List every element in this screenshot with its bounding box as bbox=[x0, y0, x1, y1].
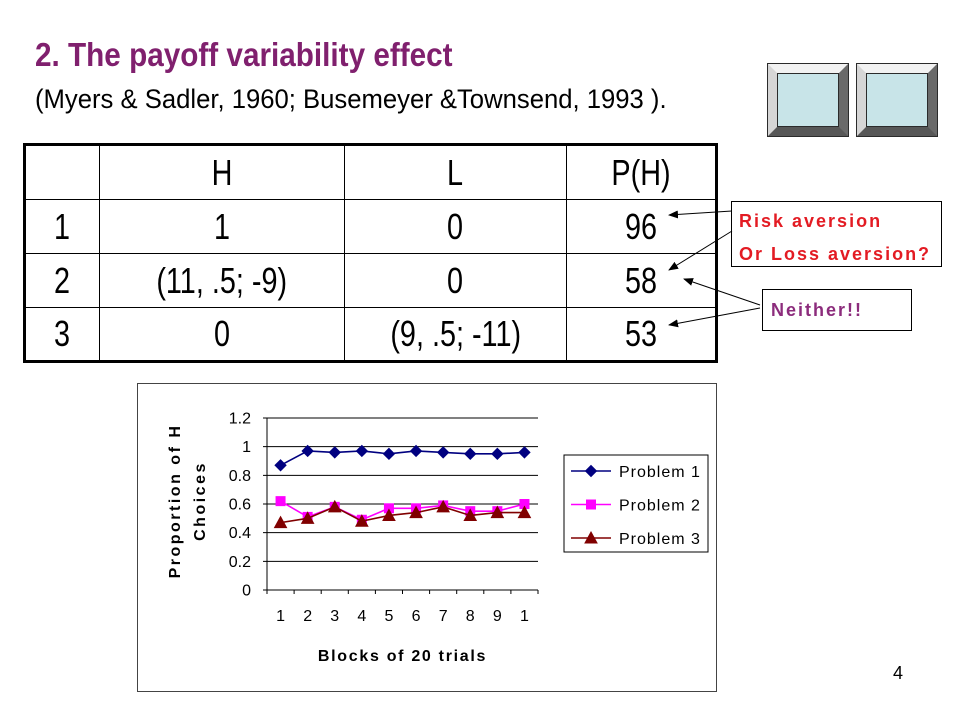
legend-marker bbox=[584, 464, 598, 478]
risk-aversion-callout: Risk aversion Or Loss aversion? bbox=[731, 201, 942, 267]
data-point-problem-3 bbox=[463, 508, 478, 521]
cell-text: 53 bbox=[624, 313, 658, 354]
y-tick-label: 0.4 bbox=[229, 525, 251, 542]
data-point-problem-3 bbox=[490, 505, 505, 519]
data-point-problem-1 bbox=[491, 447, 504, 461]
cell-text: 96 bbox=[624, 205, 658, 247]
table-cell: (9, .5; -11) bbox=[344, 307, 567, 362]
series-line-problem-1 bbox=[280, 450, 525, 467]
data-point-problem-3 bbox=[327, 499, 342, 513]
x-tick-label: 8 bbox=[466, 608, 475, 625]
y-tick-label: 0.6 bbox=[229, 497, 251, 514]
cell-text: 2 bbox=[54, 259, 71, 301]
table-header-row: H L P(H) bbox=[24, 144, 717, 200]
data-point-problem-3 bbox=[355, 514, 369, 527]
action-button-face bbox=[777, 73, 839, 127]
cell-text: 3 bbox=[54, 313, 71, 354]
table-row: 3 0 (9, .5; -11) 53 bbox=[24, 307, 717, 362]
y-axis-title: Proportion of H Choices bbox=[167, 423, 209, 579]
legend-marker bbox=[584, 530, 598, 544]
y-tick-label: 0.2 bbox=[229, 554, 251, 571]
line-chart: 0 0.2 0.4 0.6 0.8 1 1.2 1 2 3 4 5 6 7 8 9 1 Blocks of 20 … bbox=[137, 383, 717, 692]
legend-label: Problem 1 bbox=[619, 464, 701, 481]
slide-subtitle: (Myers & Sadler, 1960; Busemeyer &Townse… bbox=[35, 84, 667, 114]
y-tick-label: 0 bbox=[242, 583, 251, 600]
x-tick-label: 2 bbox=[303, 608, 312, 625]
table-header-cell: L bbox=[344, 144, 567, 200]
y-tick-label: 1 bbox=[242, 439, 251, 456]
x-tick-label: 3 bbox=[330, 608, 339, 625]
x-tick-label: 6 bbox=[412, 608, 421, 625]
data-point-problem-1 bbox=[464, 447, 477, 461]
x-tick-label: 9 bbox=[493, 608, 502, 625]
data-point-problem-3 bbox=[436, 499, 450, 513]
data-point-problem-1 bbox=[274, 459, 287, 472]
table-cell: 0 bbox=[344, 199, 567, 254]
action-button-face bbox=[866, 73, 928, 127]
legend-marker bbox=[586, 499, 596, 510]
slide-title: 2. The payoff variability effect bbox=[35, 36, 453, 73]
table-cell: 1 bbox=[99, 199, 345, 254]
table-cell: (11, .5; -9) bbox=[99, 253, 345, 308]
callout-line: Risk aversion bbox=[739, 211, 883, 231]
data-point-problem-1 bbox=[328, 446, 341, 459]
cell-text: 0 bbox=[447, 259, 464, 301]
table-cell: 0 bbox=[99, 307, 345, 362]
table-cell: 3 bbox=[24, 307, 100, 362]
data-point-problem-3 bbox=[409, 505, 423, 519]
table-header-cell: H bbox=[99, 144, 345, 200]
y-tick-label: 1.2 bbox=[229, 411, 251, 428]
table-row: 2 (11, .5; -9) 0 58 bbox=[24, 253, 717, 308]
table-cell: 53 bbox=[566, 307, 717, 362]
x-tick-label: 7 bbox=[439, 608, 448, 625]
cell-text: 58 bbox=[624, 259, 658, 301]
data-point-problem-1 bbox=[301, 444, 314, 458]
x-tick-label: 1 bbox=[520, 608, 529, 625]
series-line-problem-3 bbox=[280, 505, 525, 524]
data-point-problem-1 bbox=[409, 444, 423, 458]
callout-line: Or Loss aversion? bbox=[739, 244, 932, 264]
header-ph: P(H) bbox=[611, 151, 671, 193]
x-tick-label: 1 bbox=[276, 608, 285, 625]
cell-text: 0 bbox=[447, 205, 464, 247]
data-point-problem-3 bbox=[382, 508, 396, 521]
cell-text: (9, .5; -11) bbox=[390, 313, 521, 354]
table-row: 1 1 0 96 bbox=[24, 199, 717, 254]
table-corner-cell bbox=[24, 144, 100, 200]
data-point-problem-1 bbox=[518, 446, 531, 459]
action-button-left[interactable] bbox=[768, 64, 848, 136]
table-cell: 0 bbox=[344, 253, 567, 308]
cell-text: 1 bbox=[54, 205, 71, 247]
action-button-right[interactable] bbox=[857, 64, 937, 136]
data-point-problem-2 bbox=[275, 496, 286, 507]
x-tick-label: 5 bbox=[384, 608, 393, 625]
cell-text: (11, .5; -9) bbox=[156, 259, 288, 301]
x-tick-label: 4 bbox=[357, 608, 366, 625]
neither-callout: Neither!! bbox=[762, 289, 912, 331]
data-point-problem-3 bbox=[300, 511, 315, 524]
legend-label: Problem 2 bbox=[619, 498, 701, 515]
data-point-problem-1 bbox=[382, 447, 396, 461]
table-cell: 2 bbox=[24, 253, 100, 308]
data-point-problem-1 bbox=[355, 444, 369, 458]
page-number: 4 bbox=[892, 663, 903, 683]
table-cell: 96 bbox=[566, 199, 717, 254]
table-cell: 1 bbox=[24, 199, 100, 254]
data-point-problem-3 bbox=[517, 505, 532, 519]
table-header-cell: P(H) bbox=[566, 144, 717, 200]
x-axis-title: Blocks of 20 trials bbox=[318, 648, 487, 665]
cell-text: 1 bbox=[213, 205, 231, 247]
data-point-problem-3 bbox=[273, 515, 288, 529]
payoff-table: H L P(H) 1 1 0 96 2 (11, .5; -9) 0 58 3 … bbox=[23, 143, 718, 363]
legend-label: Problem 3 bbox=[619, 531, 701, 548]
y-tick-label: 0.8 bbox=[229, 468, 251, 485]
table-cell: 58 bbox=[566, 253, 717, 308]
cell-text: 0 bbox=[213, 313, 231, 354]
data-point-problem-1 bbox=[436, 446, 450, 459]
header-l: L bbox=[447, 151, 464, 193]
header-h: H bbox=[211, 151, 233, 193]
chart-canvas: 0 0.2 0.4 0.6 0.8 1 1.2 1 2 3 4 5 6 7 8 9 1 Blocks of 20 … bbox=[229, 411, 709, 665]
